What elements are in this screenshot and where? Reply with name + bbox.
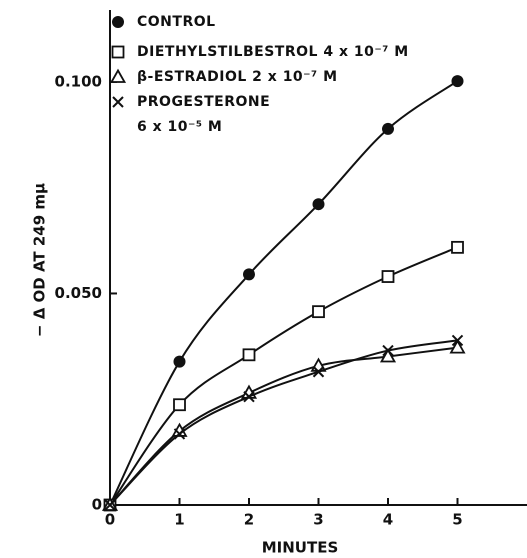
legend-marker	[109, 68, 127, 83]
point	[451, 75, 464, 88]
point	[173, 428, 186, 440]
point	[382, 344, 394, 357]
x-tick-label: 1	[174, 511, 184, 529]
y-axis-label: − Δ OD AT 249 mμ	[31, 183, 49, 337]
y-tick-label: 0.050	[55, 284, 102, 302]
series-line	[109, 246, 458, 506]
point	[382, 122, 394, 135]
legend-label: DIETHYLSTILBESTROL 4 x 10⁻⁷ M	[137, 44, 409, 60]
legend-label: β-ESTRADIOL 2 x 10⁻⁷ M	[137, 69, 338, 85]
series-line	[109, 339, 458, 506]
point	[312, 198, 325, 211]
point	[242, 348, 256, 362]
point	[243, 390, 255, 403]
point	[312, 305, 325, 319]
point	[451, 334, 464, 347]
legend-label: CONTROL	[137, 14, 216, 30]
point	[312, 366, 325, 378]
point	[243, 268, 255, 281]
point	[173, 398, 186, 412]
series-line	[109, 80, 459, 506]
legend-label: PROGESTERONE 6 x 10⁻⁵ M	[137, 94, 271, 135]
point	[449, 339, 466, 354]
x-tick-label: 5	[452, 511, 462, 529]
x-tick-label: 2	[244, 511, 254, 529]
legend-marker	[112, 96, 124, 108]
x-axis-label: MINUTES	[262, 539, 339, 557]
x-tick-label: 4	[383, 511, 393, 529]
y-tick-label: 0.100	[55, 72, 102, 90]
point	[381, 270, 395, 283]
x-tick-label: 0	[105, 511, 115, 529]
legend-marker	[111, 45, 125, 59]
legend-marker	[112, 16, 124, 28]
point	[104, 499, 116, 511]
point	[173, 355, 186, 368]
point	[451, 240, 464, 254]
y-tick-label: 0	[92, 496, 102, 514]
point	[379, 348, 397, 363]
x-tick-label: 3	[313, 511, 323, 529]
